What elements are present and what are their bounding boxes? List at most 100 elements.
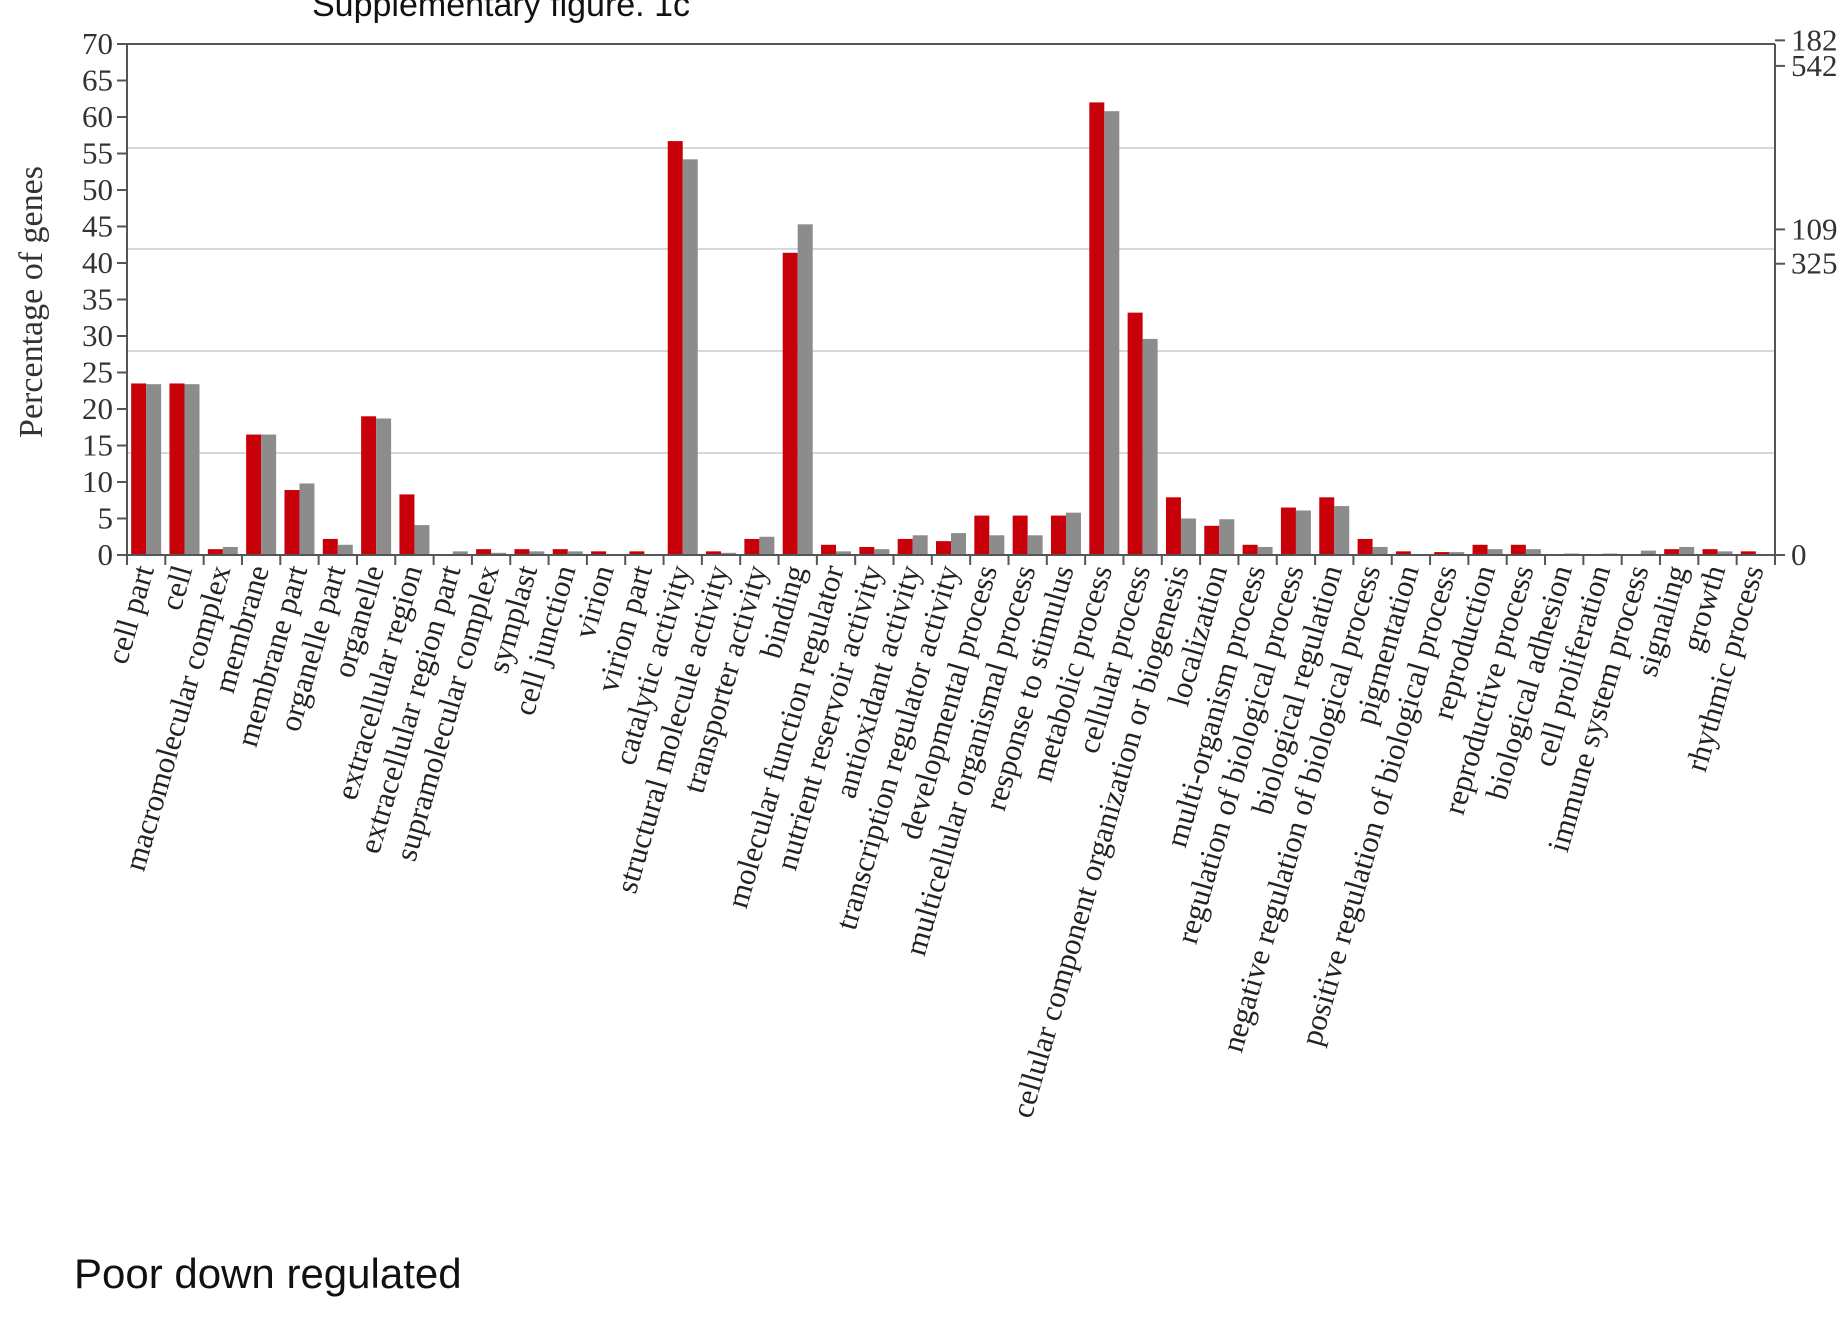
bar-gray — [1180, 518, 1196, 555]
bar-gray — [1525, 549, 1541, 555]
bar-gray — [759, 536, 775, 555]
bar-gray — [1065, 512, 1081, 555]
bar-red — [1089, 102, 1105, 556]
bar-red — [131, 383, 147, 555]
bar-red — [897, 538, 913, 555]
bar-gray — [951, 533, 966, 555]
bars — [131, 102, 1756, 556]
bar-gray — [529, 551, 545, 555]
bar-red — [1357, 538, 1373, 555]
y-tick-label: 10 — [82, 464, 113, 499]
right-axis-label: 109 — [1791, 211, 1838, 246]
figure-title: Supplementary figure. 1c — [312, 0, 690, 24]
bar-red — [1012, 515, 1028, 555]
bar-red — [744, 538, 760, 555]
bar-gray — [1717, 551, 1733, 555]
bar-red — [1050, 515, 1066, 555]
bar-gray — [1142, 338, 1158, 555]
bar-gray — [299, 483, 315, 555]
bar-red — [552, 549, 568, 555]
bar-red — [1434, 552, 1450, 555]
bar-gray — [874, 549, 890, 555]
bar-gray — [1679, 546, 1695, 555]
bar-red — [1127, 312, 1143, 555]
bar-gray — [146, 384, 162, 555]
y-tick-label: 40 — [82, 245, 113, 280]
bar-gray — [682, 159, 698, 555]
bar-red — [322, 538, 338, 555]
bar-red — [284, 490, 300, 555]
bar-red — [169, 383, 185, 555]
bar-red — [667, 141, 683, 555]
y-tick-label: 45 — [82, 209, 113, 244]
right-axis-label: 325 — [1791, 246, 1838, 281]
bar-gray — [452, 551, 468, 555]
bar-red — [476, 549, 492, 555]
bar-gray — [912, 535, 928, 555]
bar-gray — [721, 552, 737, 555]
bar-red — [629, 551, 645, 555]
bar-gray — [989, 535, 1005, 555]
bar-gray — [376, 418, 392, 555]
bar-red — [361, 416, 377, 555]
y-tick-label: 5 — [98, 501, 114, 536]
bar-red — [1472, 544, 1488, 555]
bar-red — [399, 494, 415, 555]
y-tick-label: 30 — [82, 318, 113, 353]
bar-red — [936, 541, 951, 555]
bar-gray — [1104, 111, 1120, 555]
bar-red — [782, 252, 798, 555]
right-axis-label: 0 — [1791, 537, 1807, 572]
bar-red — [1510, 544, 1526, 555]
y-tick-label: 55 — [82, 136, 113, 171]
bar-red — [974, 515, 990, 555]
bar-gray — [1219, 519, 1235, 555]
y-tick-label: 70 — [82, 26, 113, 61]
bar-gray — [1372, 546, 1388, 555]
bar-gray — [337, 544, 353, 555]
bar-red — [1280, 507, 1296, 555]
bar-gray — [491, 552, 507, 555]
bar-gray — [1449, 552, 1465, 555]
bar-gray — [1640, 550, 1656, 555]
y-tick-label: 65 — [82, 63, 113, 98]
bar-gray — [1487, 549, 1503, 555]
bar-red — [246, 434, 262, 555]
bar-red — [207, 549, 223, 555]
bar-gray — [222, 546, 238, 555]
y-tick-label: 25 — [82, 355, 113, 390]
bar-red — [1319, 497, 1335, 555]
figure-caption: Poor down regulated — [74, 1250, 462, 1297]
y-axis-label: Percentage of genes — [13, 166, 50, 438]
bar-red — [514, 549, 530, 555]
bar-red — [821, 544, 837, 555]
bar-gray — [261, 434, 277, 555]
bar-gray — [184, 384, 200, 555]
bar-red — [1740, 551, 1756, 555]
y-tick-label: 20 — [82, 391, 113, 426]
bar-red — [1204, 525, 1220, 555]
bar-red — [591, 551, 607, 555]
bar-red — [1702, 549, 1718, 555]
right-axis-label: 542 — [1791, 48, 1838, 83]
bar-red — [706, 551, 722, 555]
bar-gray — [1257, 546, 1273, 555]
right-axis-label: 182 — [1791, 22, 1838, 57]
y-tick-label: 0 — [98, 537, 114, 572]
bar-gray — [1027, 535, 1043, 555]
axes — [117, 39, 1785, 565]
y-tick-label: 60 — [82, 99, 113, 134]
bar-red — [1165, 497, 1181, 555]
bar-gray — [1295, 510, 1311, 555]
y-tick-label: 15 — [82, 428, 113, 463]
bar-red — [1242, 544, 1258, 555]
bar-gray — [797, 224, 813, 555]
bar-gray — [1334, 506, 1350, 555]
bar-gray — [836, 551, 852, 555]
x-tick-label: cell part — [99, 561, 161, 668]
bar-gray — [414, 525, 430, 555]
y-tick-label: 50 — [82, 172, 113, 207]
